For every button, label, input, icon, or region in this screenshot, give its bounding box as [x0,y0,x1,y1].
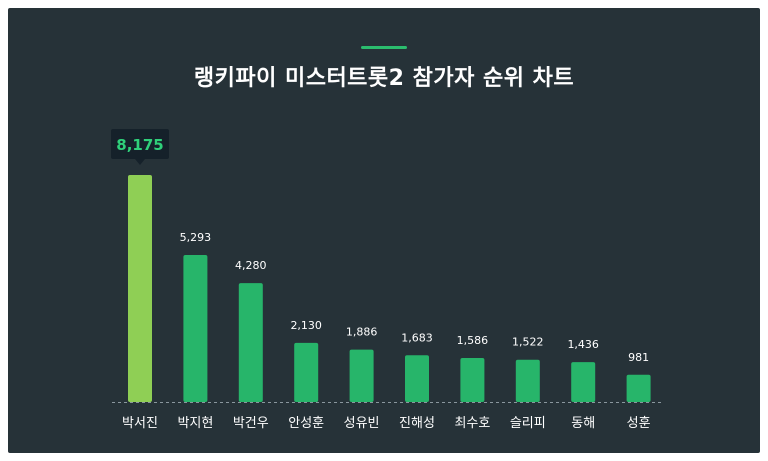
bar [183,255,208,402]
data-label: 1,683 [401,331,433,344]
data-label: 1,436 [567,338,599,351]
data-label: 4,280 [235,259,267,272]
data-label: 8,175 [116,136,163,154]
chart-title: 랭키파이 미스터트롯2 참가자 순위 차트 [193,66,575,91]
bar [571,362,596,402]
category-label: 박서진 [122,416,158,431]
value-tooltip [111,129,169,159]
bar [405,355,429,402]
category-label: 박지현 [177,416,213,431]
data-label: 1,886 [346,326,378,339]
category-label: 안성훈 [288,416,324,431]
category-label: 성훈 [627,416,651,431]
bar [294,342,319,402]
bar [626,374,651,402]
bar [515,359,540,402]
data-label: 2,130 [290,319,322,332]
bar [238,283,263,402]
data-label: 1,586 [457,334,489,347]
data-label: 1,522 [512,336,544,349]
category-label: 최수호 [454,416,490,431]
bar [460,357,485,402]
data-label: 981 [628,351,649,364]
category-label: 성유빈 [344,416,380,431]
category-label: 슬리피 [510,416,546,431]
category-label: 진해성 [399,416,435,431]
title-accent-line [361,46,407,49]
bar [349,349,374,402]
bar [128,175,152,402]
bar-chart: 박서진 8,175 박지현 5,293 박건우 4,280 안성훈 2,130 성유빈 1,886… [111,129,664,431]
chart-card: 랭키파이 미스터트롯2 참가자 순위 차트 박서진 8,175 박지현 5,293 박건… [8,8,760,453]
category-label: 동해 [571,416,595,431]
value-tooltip-pointer [135,159,145,165]
data-label: 5,293 [180,231,212,244]
category-label: 박건우 [233,416,269,431]
